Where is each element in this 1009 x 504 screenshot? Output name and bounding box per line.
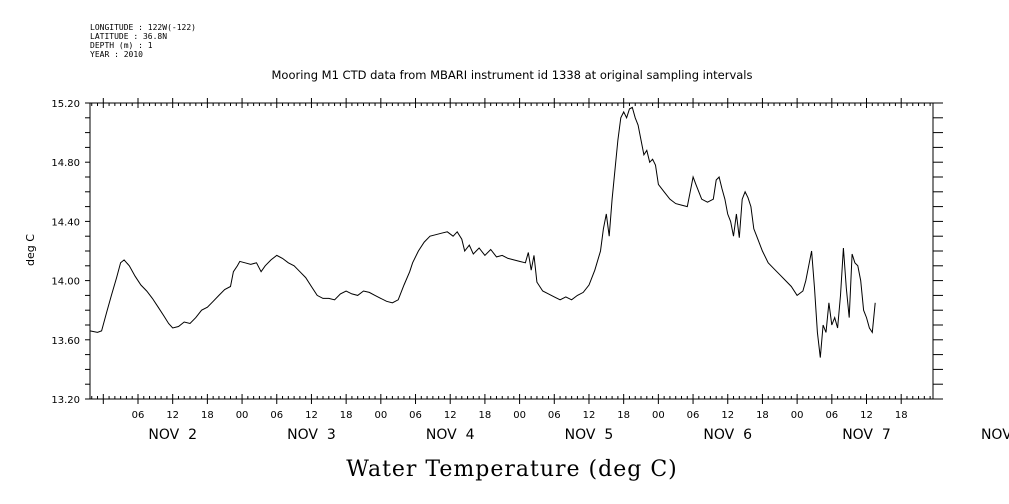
metadata-year: YEAR : 2010 <box>90 50 143 59</box>
x-tick-label: 12 <box>721 410 734 421</box>
x-tick-label: 12 <box>583 410 596 421</box>
axis-ticks <box>85 98 943 404</box>
x-tick-label: 06 <box>687 410 700 421</box>
day-labels: NOV 2 NOV 3 NOV 4 NOV 5 NOV 6 NOV 7 NOV 8 <box>148 427 1009 443</box>
y-tick-label: 13.60 <box>51 336 80 347</box>
day-label: NOV 4 <box>426 427 475 443</box>
x-tick-label: 00 <box>791 410 804 421</box>
day-label: NOV 3 <box>287 427 336 443</box>
day-label: NOV 6 <box>703 427 752 443</box>
x-tick-label: 06 <box>132 410 145 421</box>
y-tick-label: 15.20 <box>51 99 80 110</box>
x-tick-label: 06 <box>409 410 422 421</box>
metadata-latitude: LATITUDE : 36.8N <box>90 32 167 41</box>
day-label: NOV 5 <box>565 427 614 443</box>
x-tick-label: 00 <box>513 410 526 421</box>
x-tick-label: 12 <box>444 410 457 421</box>
metadata-depth: DEPTH (m) : 1 <box>90 41 153 50</box>
x-tick-label: 12 <box>305 410 318 421</box>
day-label: NOV 8 <box>981 427 1009 443</box>
y-tick-label: 14.80 <box>51 158 80 169</box>
x-tick-label: 00 <box>374 410 387 421</box>
plot-frame <box>89 102 934 400</box>
x-tick-label: 18 <box>479 410 492 421</box>
x-tick-label: 06 <box>270 410 283 421</box>
day-label: NOV 7 <box>842 427 891 443</box>
y-axis-label: deg C <box>24 234 37 266</box>
x-tick-label: 12 <box>860 410 873 421</box>
series-line-water-temperature <box>89 106 876 358</box>
x-tick-label: 18 <box>617 410 630 421</box>
y-tick-labels: 13.20 13.60 14.00 14.40 14.80 15.20 <box>51 99 80 406</box>
y-tick-label: 14.00 <box>51 277 80 288</box>
day-label: NOV 2 <box>148 427 197 443</box>
x-tick-label: 00 <box>652 410 665 421</box>
x-tick-label: 18 <box>756 410 769 421</box>
x-tick-label: 00 <box>236 410 249 421</box>
y-tick-label: 13.20 <box>51 395 80 406</box>
x-tick-label: 18 <box>201 410 214 421</box>
metadata-block: LONGITUDE : 122W(-122) LATITUDE : 36.8N … <box>90 23 196 59</box>
x-tick-label: 06 <box>548 410 561 421</box>
x-tick-label: 18 <box>895 410 908 421</box>
chart-title: Mooring M1 CTD data from MBARI instrumen… <box>272 68 753 82</box>
x-tick-label: 12 <box>166 410 179 421</box>
x-tick-label: 06 <box>825 410 838 421</box>
x-tick-labels: 06 12 18 00 06 12 18 00 06 12 18 00 06 12 18 00 06 12 18 00… <box>132 410 908 421</box>
x-tick-label: 18 <box>340 410 353 421</box>
x-axis-label: Water Temperature (deg C) <box>346 457 678 482</box>
y-tick-label: 14.40 <box>51 217 80 228</box>
metadata-longitude: LONGITUDE : 122W(-122) <box>90 23 196 32</box>
